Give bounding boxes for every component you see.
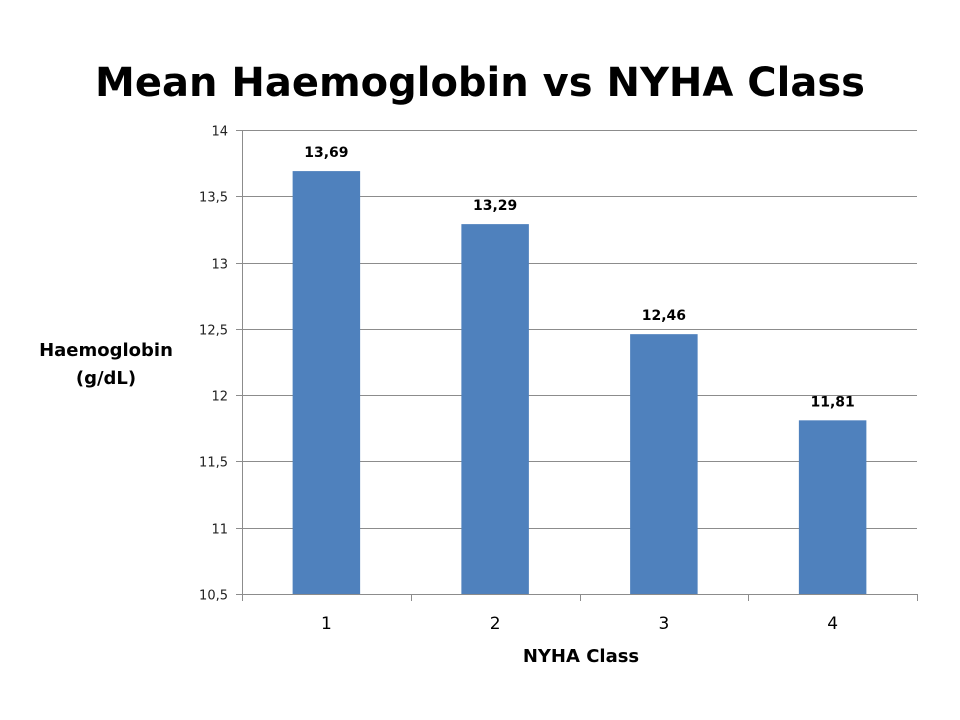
- y-tick-label: 10,5: [199, 589, 228, 604]
- y-tick-label: 11,5: [199, 456, 228, 471]
- x-tick-label: 1: [321, 614, 332, 634]
- bar-nyha-1: [292, 171, 361, 594]
- y-tick-label: 12: [211, 390, 228, 405]
- y-tick-label: 12,5: [199, 324, 228, 339]
- bar-nyha-2: [461, 224, 529, 594]
- y-axis-title-line-1: Haemoglobin: [39, 340, 173, 361]
- x-tick-label: 3: [658, 614, 669, 634]
- x-tick-label: 4: [827, 614, 838, 634]
- data-label: 13,29: [473, 198, 517, 214]
- bar-nyha-4: [798, 420, 867, 594]
- data-label: 11,81: [810, 394, 854, 410]
- y-axis-title: Haemoglobin (g/dL): [36, 337, 176, 393]
- y-axis-title-line-2: (g/dL): [75, 368, 137, 389]
- bar-nyha-3: [630, 334, 698, 594]
- x-tick-label: 2: [490, 614, 501, 634]
- y-tick-label: 11: [211, 523, 228, 538]
- data-label: 13,69: [304, 145, 348, 161]
- chart-title: Mean Haemoglobin vs NYHA Class: [95, 60, 865, 106]
- y-tick-label: 13,5: [199, 191, 228, 206]
- y-tick-label: 13: [211, 258, 228, 273]
- data-label: 12,46: [642, 308, 686, 324]
- y-tick-label: 14: [211, 125, 228, 140]
- x-axis-title: NYHA Class: [522, 646, 640, 667]
